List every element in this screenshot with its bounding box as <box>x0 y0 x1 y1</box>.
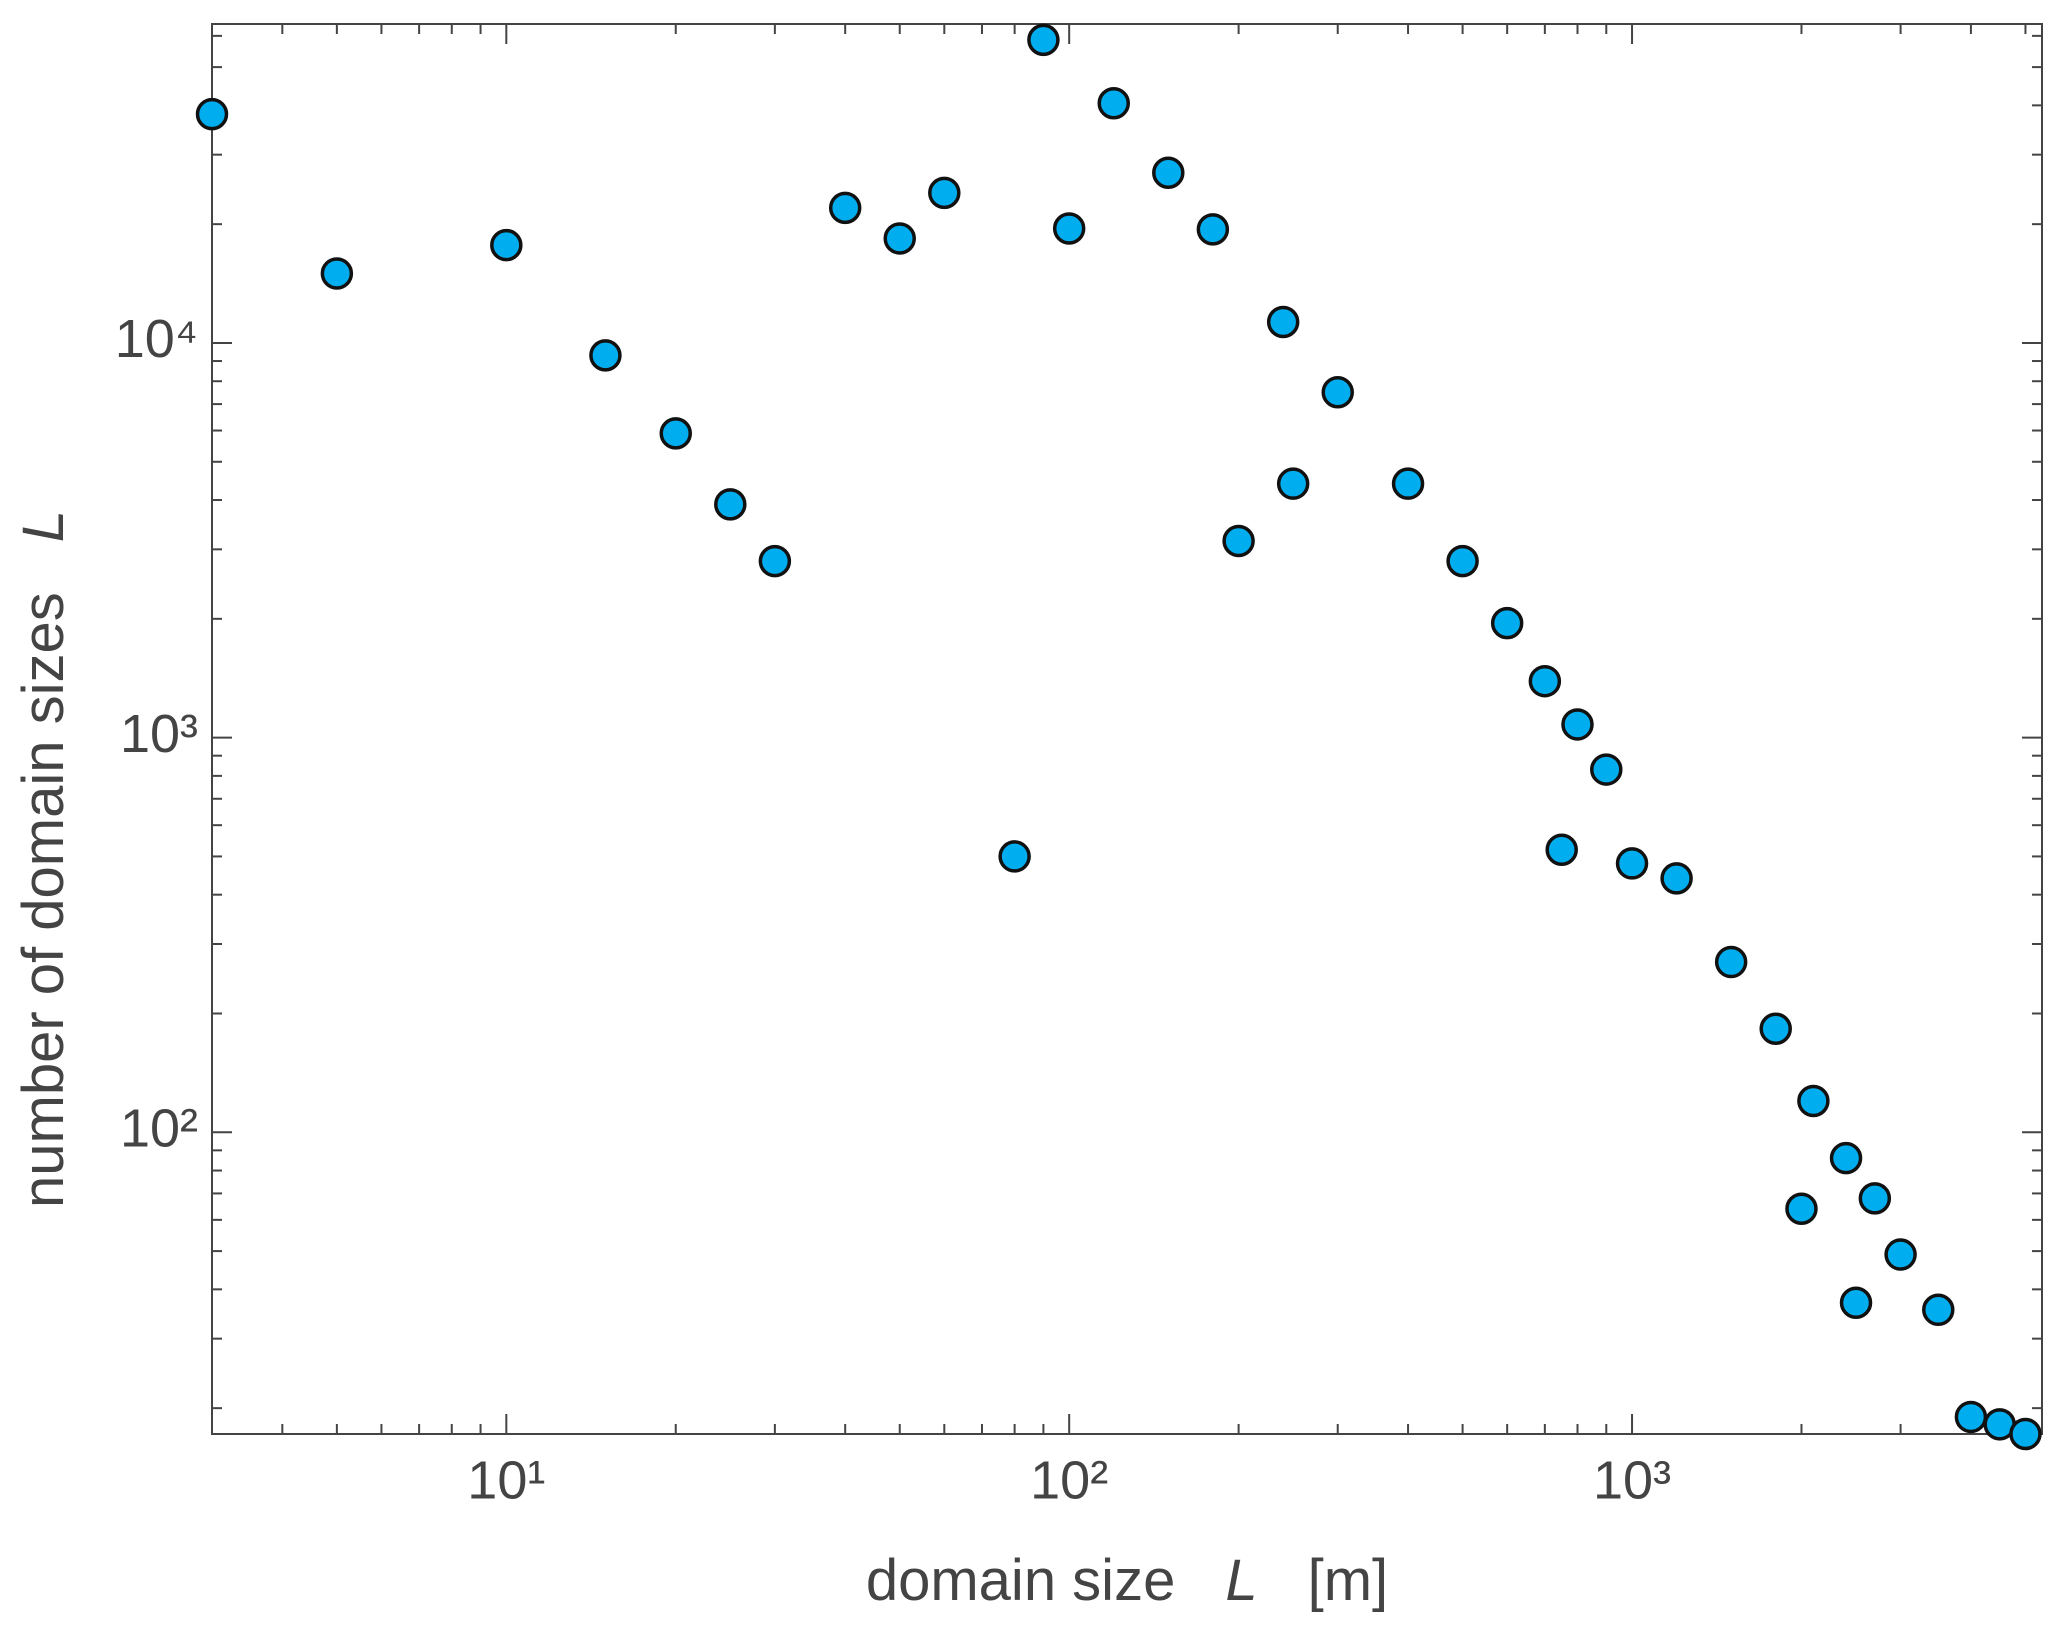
y-tick-label: 10⁴ <box>115 309 198 369</box>
data-point <box>1561 708 1594 741</box>
data-point <box>1545 833 1578 866</box>
data-point <box>1922 1293 1955 1327</box>
data-point <box>1858 1182 1892 1215</box>
data-point <box>1027 23 1060 57</box>
data-point <box>1759 1012 1792 1045</box>
x-tick-label: 10³ <box>1593 1450 1671 1510</box>
data-point <box>1321 376 1354 409</box>
data-point <box>1196 213 1230 246</box>
data-point <box>1660 862 1693 895</box>
data-point <box>883 222 916 255</box>
data-point <box>1884 1238 1917 1271</box>
y-tick-label: 10³ <box>120 704 198 764</box>
data-point <box>490 228 523 262</box>
x-tick-label: 10¹ <box>467 1450 545 1510</box>
data-point <box>1266 305 1300 339</box>
data-point <box>1222 524 1255 558</box>
data-point <box>1097 86 1130 120</box>
data-point <box>928 176 961 210</box>
y-axis-label-part: L <box>11 510 76 542</box>
data-point <box>320 257 354 290</box>
data-point <box>1052 212 1086 245</box>
data-point <box>1391 467 1425 500</box>
data-point <box>1528 664 1562 698</box>
data-point <box>195 97 229 131</box>
data-point <box>1615 847 1649 880</box>
x-tick-label: 10² <box>1030 1450 1108 1510</box>
data-point <box>659 417 692 450</box>
data-point <box>1714 945 1748 979</box>
x-axis-label-part: domain size <box>866 1548 1175 1613</box>
y-tick-label: 10² <box>120 1099 198 1159</box>
data-point <box>1797 1084 1830 1118</box>
data-point <box>589 339 622 372</box>
data-point <box>1446 544 1479 578</box>
y-axis-label-part: number of domain sizes <box>11 592 76 1208</box>
data-point <box>2009 1417 2042 1451</box>
data-point <box>1152 156 1185 189</box>
data-point <box>1839 1286 1873 1319</box>
data-point <box>1785 1192 1818 1226</box>
data-point <box>1490 606 1524 640</box>
data-point <box>714 488 747 521</box>
data-point <box>758 544 792 578</box>
data-point <box>998 840 1031 873</box>
x-axis-label-part: L <box>1225 1548 1257 1613</box>
data-point <box>1829 1141 1863 1175</box>
data-point <box>1590 753 1623 786</box>
plot-frame <box>211 23 2043 1435</box>
y-axis-label: number of domain sizes L <box>11 510 76 1208</box>
x-axis-label: domain size L [m] <box>866 1548 1388 1613</box>
data-point <box>1276 467 1310 500</box>
x-axis-label-part: [m] <box>1308 1548 1389 1613</box>
data-point <box>1954 1400 1988 1434</box>
data-point <box>828 191 862 225</box>
